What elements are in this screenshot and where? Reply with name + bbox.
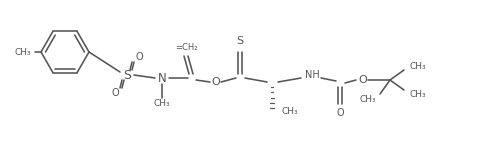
Text: S: S bbox=[236, 36, 244, 46]
Text: O: O bbox=[336, 108, 344, 118]
Text: CH₃: CH₃ bbox=[410, 89, 426, 99]
Text: O: O bbox=[135, 52, 143, 62]
Text: =CH₂: =CH₂ bbox=[175, 43, 197, 52]
Text: S: S bbox=[123, 68, 131, 81]
Text: CH₃: CH₃ bbox=[282, 107, 298, 116]
Text: O: O bbox=[358, 75, 368, 85]
Text: CH₃: CH₃ bbox=[154, 100, 170, 108]
Text: CH₃: CH₃ bbox=[360, 96, 376, 104]
Text: NH: NH bbox=[304, 70, 320, 80]
Text: CH₃: CH₃ bbox=[410, 61, 426, 71]
Text: O: O bbox=[212, 77, 220, 87]
Text: CH₃: CH₃ bbox=[14, 48, 31, 56]
Text: N: N bbox=[158, 72, 166, 84]
Text: O: O bbox=[111, 88, 119, 98]
